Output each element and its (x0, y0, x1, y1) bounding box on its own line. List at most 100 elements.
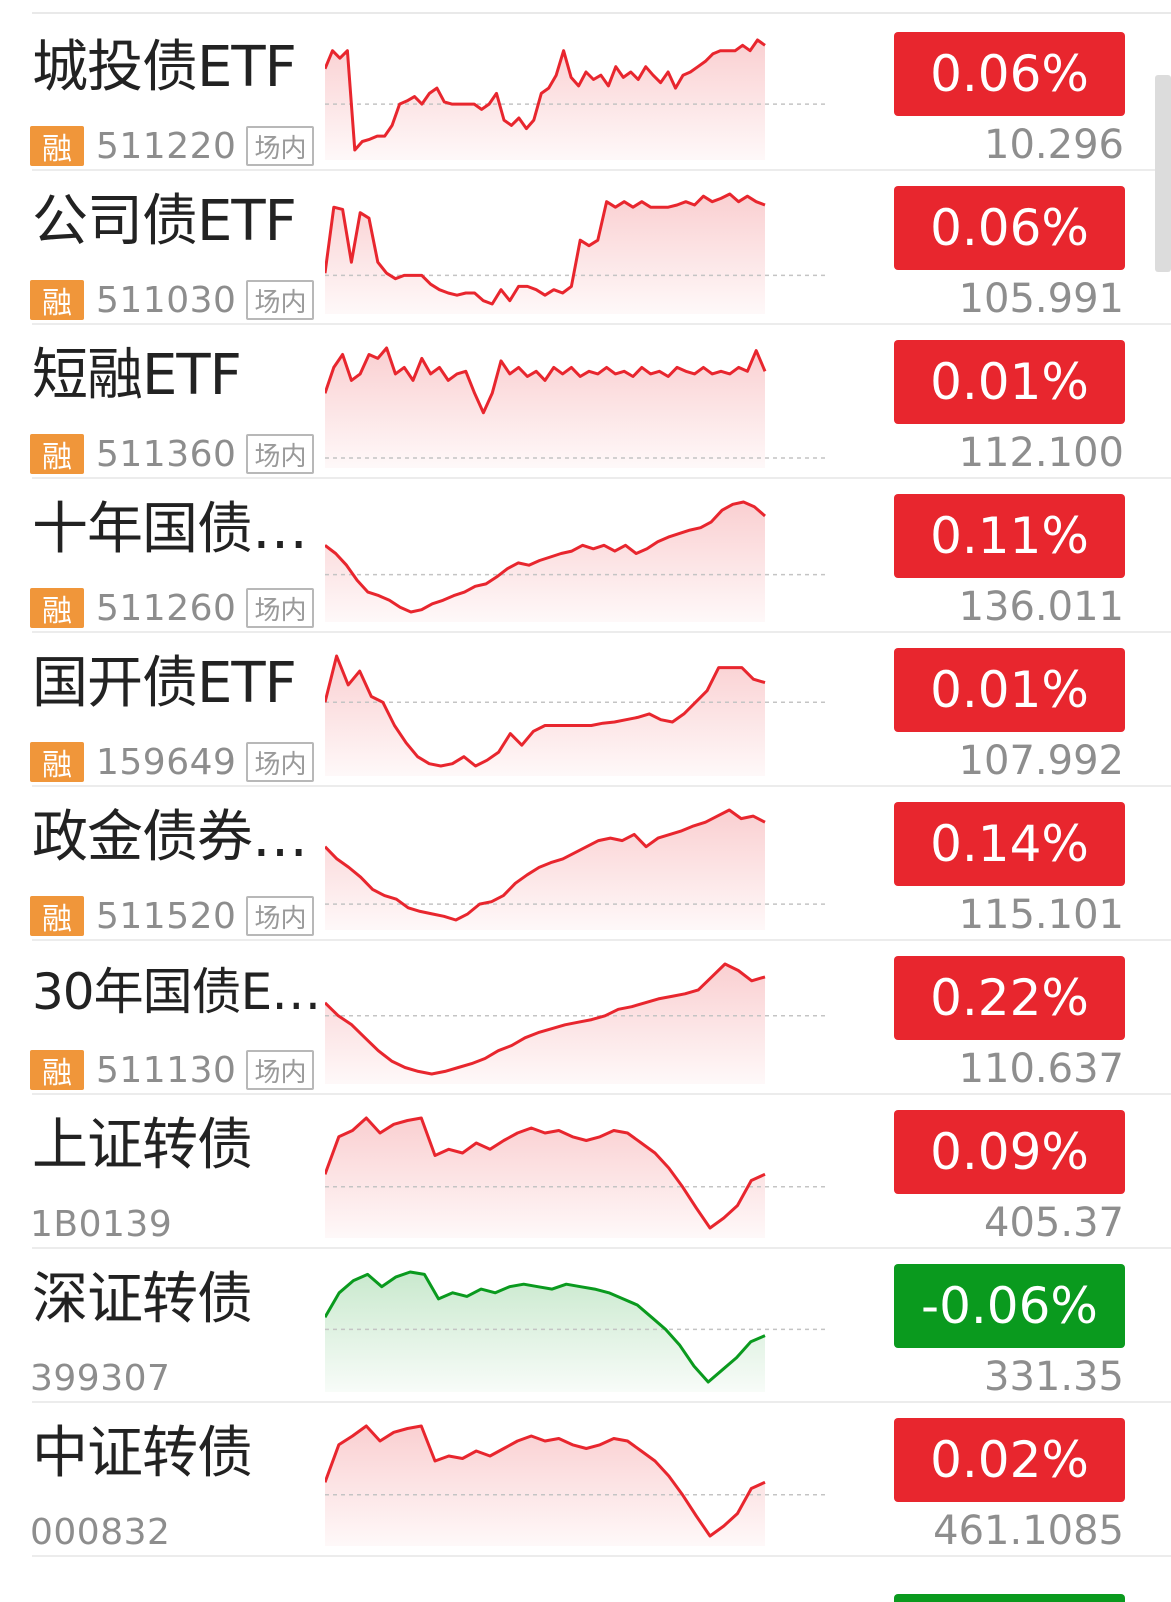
fund-row[interactable]: 短融ETF 融 511360 场内 0.01% 112.100 (0, 322, 1171, 479)
fund-meta: 融 511030 场内 (30, 278, 315, 322)
fund-name: 上证转债 (32, 1114, 253, 1178)
margin-tag: 融 (30, 742, 84, 783)
price-value: 115.101 (958, 892, 1124, 938)
sparkline-area (325, 40, 765, 160)
fund-row[interactable]: 十年国债ETF 融 511260 场内 0.11% 136.011 (0, 476, 1171, 633)
price-value: 331.35 (984, 1354, 1124, 1400)
change-badge[interactable]: 0.09% (894, 1110, 1125, 1194)
market-tag: 场内 (246, 434, 315, 474)
fund-name: 短融ETF (32, 344, 242, 408)
sparkline-chart (325, 1116, 825, 1238)
sparkline-area (325, 1272, 765, 1392)
sparkline-area (325, 656, 765, 776)
fund-code: 511130 (96, 1049, 237, 1091)
price-value: 107.992 (958, 738, 1124, 784)
row-divider (32, 1093, 1171, 1095)
fund-code: 1B0139 (30, 1203, 173, 1245)
sparkline-chart (325, 192, 825, 314)
margin-tag: 融 (30, 280, 84, 321)
fund-meta: 1B0139 (30, 1202, 182, 1246)
fund-row[interactable]: 国开债ETF 融 159649 场内 0.01% 107.992 (0, 630, 1171, 787)
fund-code: 511030 (96, 279, 237, 321)
fund-row[interactable]: 城投债ETF 融 511220 场内 0.06% 10.296 (0, 14, 1171, 171)
sparkline-area (325, 964, 765, 1084)
sparkline-line (325, 808, 766, 922)
fund-meta: 融 511520 场内 (30, 894, 315, 938)
fund-code: 159649 (96, 741, 237, 783)
fund-name: 政金债券ETF (32, 806, 322, 870)
fund-row[interactable]: 深证转债 399307 -0.06% 331.35 (0, 1246, 1171, 1403)
price-value: 136.011 (958, 584, 1124, 630)
fund-name: 国开债ETF (32, 652, 297, 716)
row-divider (32, 1247, 1171, 1249)
market-tag: 场内 (246, 742, 315, 782)
change-badge[interactable]: 0.22% (894, 956, 1125, 1040)
margin-tag: 融 (30, 1050, 84, 1091)
row-divider (32, 169, 1171, 171)
row-divider (32, 323, 1171, 325)
sparkline-line (325, 654, 766, 768)
row-divider (32, 631, 1171, 633)
change-badge[interactable]: -0.06% (894, 1264, 1125, 1348)
sparkline-chart (325, 1424, 825, 1546)
sparkline-line (325, 500, 766, 614)
sparkline-line (325, 192, 766, 306)
market-tag: 场内 (246, 280, 315, 320)
fund-row[interactable]: 30年国债ETF 融 511130 场内 0.22% 110.637 (0, 938, 1171, 1095)
market-tag: 场内 (246, 1050, 315, 1090)
change-badge[interactable]: 0.01% (894, 340, 1125, 424)
fund-meta: 融 511220 场内 (30, 124, 315, 168)
change-badge[interactable]: 0.01% (894, 648, 1125, 732)
fund-code: 511260 (96, 587, 237, 629)
sparkline-line (325, 1270, 766, 1384)
fund-meta: 000832 (30, 1510, 180, 1554)
market-tag: 场内 (246, 588, 315, 628)
change-badge[interactable]: 0.14% (894, 802, 1125, 886)
fund-row[interactable]: 公司债ETF 融 511030 场内 0.06% 105.991 (0, 168, 1171, 325)
change-badge[interactable]: 0.11% (894, 494, 1125, 578)
sparkline-chart (325, 1270, 825, 1392)
fund-row[interactable]: 政金债券ETF 融 511520 场内 0.14% 115.101 (0, 784, 1171, 941)
fund-code: 399307 (30, 1357, 171, 1399)
fund-name: 中证转债 (32, 1422, 253, 1486)
change-badge[interactable]: 0.02% (894, 1418, 1125, 1502)
sparkline-chart (325, 808, 825, 930)
margin-tag: 融 (30, 588, 84, 629)
sparkline-chart (325, 346, 825, 468)
row-divider (32, 1555, 1171, 1557)
sparkline-line (325, 1424, 766, 1538)
sparkline-area (325, 502, 765, 622)
top-divider (32, 12, 1171, 14)
price-value: 461.1085 (933, 1508, 1124, 1554)
change-badge[interactable]: 0.06% (894, 32, 1125, 116)
row-divider (32, 477, 1171, 479)
sparkline-area (325, 1426, 765, 1546)
fund-meta: 399307 (30, 1356, 180, 1400)
price-value: 105.991 (958, 276, 1124, 322)
next-row-badge-peek (894, 1594, 1125, 1602)
margin-tag: 融 (30, 896, 84, 937)
sparkline-line (325, 346, 767, 415)
sparkline-chart (325, 500, 825, 622)
fund-name: 公司债ETF (32, 190, 297, 254)
change-badge[interactable]: 0.06% (894, 186, 1125, 270)
fund-code: 511220 (96, 125, 237, 167)
margin-tag: 融 (30, 434, 84, 475)
scrollbar[interactable] (1155, 75, 1171, 272)
fund-row[interactable]: 上证转债 1B0139 0.09% 405.37 (0, 1092, 1171, 1249)
fund-code: 511360 (96, 433, 237, 475)
market-tag: 场内 (246, 896, 315, 936)
fund-meta: 融 159649 场内 (30, 740, 315, 784)
price-value: 405.37 (984, 1200, 1124, 1246)
fund-name: 30年国债ETF (32, 963, 322, 1021)
price-value: 110.637 (958, 1046, 1124, 1092)
market-tag: 场内 (246, 126, 315, 166)
fund-row[interactable]: 中证转债 000832 0.02% 461.1085 (0, 1400, 1171, 1557)
row-divider (32, 939, 1171, 941)
sparkline-chart (325, 38, 825, 160)
row-divider (32, 785, 1171, 787)
fund-code: 000832 (30, 1511, 171, 1553)
margin-tag: 融 (30, 126, 84, 167)
sparkline-line (325, 38, 766, 152)
sparkline-area (325, 1118, 765, 1238)
